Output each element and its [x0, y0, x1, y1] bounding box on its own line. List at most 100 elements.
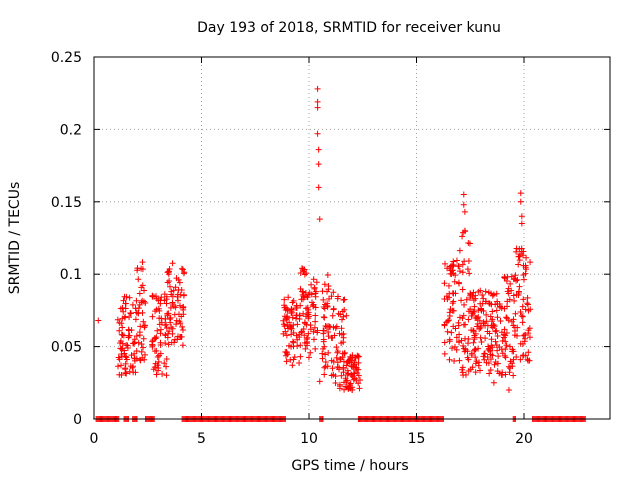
data-point [455, 279, 462, 286]
data-point [450, 290, 457, 297]
data-point [118, 371, 125, 378]
data-point [116, 356, 123, 363]
data-point [310, 303, 317, 310]
data-point [177, 291, 184, 298]
data-point [157, 330, 164, 337]
data-point [324, 300, 331, 307]
data-point [493, 327, 500, 334]
data-point [165, 310, 172, 317]
data-point [453, 334, 460, 341]
data-point [167, 319, 174, 326]
data-point [330, 289, 337, 296]
data-point [325, 333, 332, 340]
data-point [136, 332, 143, 339]
data-point [458, 297, 465, 304]
data-point [337, 311, 344, 318]
data-point [502, 338, 509, 345]
data-point [334, 348, 341, 355]
data-point [512, 310, 519, 317]
outlier-point [314, 130, 321, 137]
data-point [154, 353, 161, 360]
data-point [305, 315, 312, 322]
data-point [464, 354, 471, 361]
data-point [152, 335, 159, 342]
data-point [477, 367, 484, 374]
data-point [508, 287, 515, 294]
data-point [502, 354, 509, 361]
data-point [342, 375, 349, 382]
data-point [459, 269, 466, 276]
data-point [510, 348, 517, 355]
data-point [452, 272, 459, 279]
data-point [513, 248, 520, 255]
data-point [290, 339, 297, 346]
data-point [294, 321, 301, 328]
data-point [135, 305, 142, 312]
data-point [459, 366, 466, 373]
data-point [348, 372, 355, 379]
data-point [481, 350, 488, 357]
outlier-point [518, 220, 525, 227]
data-point [483, 311, 490, 318]
data-point [446, 356, 453, 363]
data-point [157, 300, 164, 307]
data-point [339, 316, 346, 323]
outlier-point [460, 201, 467, 208]
data-point [455, 319, 462, 326]
data-point [329, 335, 336, 342]
data-point [310, 276, 317, 283]
data-point [299, 291, 306, 298]
data-point [471, 346, 478, 353]
data-point [514, 324, 521, 331]
data-point [523, 254, 530, 261]
data-point [321, 314, 328, 321]
data-point [299, 265, 306, 272]
data-point [177, 302, 184, 309]
outlier-point [490, 379, 497, 386]
data-point [135, 339, 142, 346]
data-point [503, 314, 510, 321]
data-point [486, 300, 493, 307]
outlier-point [460, 191, 467, 198]
data-point [517, 250, 524, 257]
data-point [169, 260, 176, 267]
data-point [149, 313, 156, 320]
data-point [118, 362, 125, 369]
data-point [493, 307, 500, 314]
data-point [114, 316, 121, 323]
data-point [138, 340, 145, 347]
data-point [161, 360, 168, 367]
data-point [325, 349, 332, 356]
data-point [140, 344, 147, 351]
data-point [352, 354, 359, 361]
data-point [303, 321, 310, 328]
data-point [299, 288, 306, 295]
data-point [516, 257, 523, 264]
data-point [489, 308, 496, 315]
data-point [296, 359, 303, 366]
data-point [302, 289, 309, 296]
data-point [524, 356, 531, 363]
data-point [157, 339, 164, 346]
data-point [153, 371, 160, 378]
x-tick-label: 10 [300, 431, 318, 447]
data-point [282, 352, 289, 359]
data-point [314, 329, 321, 336]
data-point [341, 386, 348, 393]
data-point [453, 257, 460, 264]
data-point [464, 266, 471, 273]
data-point [285, 325, 292, 332]
data-point [176, 318, 183, 325]
plot-frame [93, 56, 611, 420]
data-point [289, 299, 296, 306]
data-point [127, 310, 134, 317]
data-point [173, 275, 180, 282]
data-point [519, 319, 526, 326]
data-point [487, 356, 494, 363]
data-point [297, 353, 304, 360]
data-point [494, 314, 501, 321]
data-point [156, 321, 163, 328]
data-point [311, 336, 318, 343]
data-point [118, 353, 125, 360]
data-point [155, 358, 162, 365]
